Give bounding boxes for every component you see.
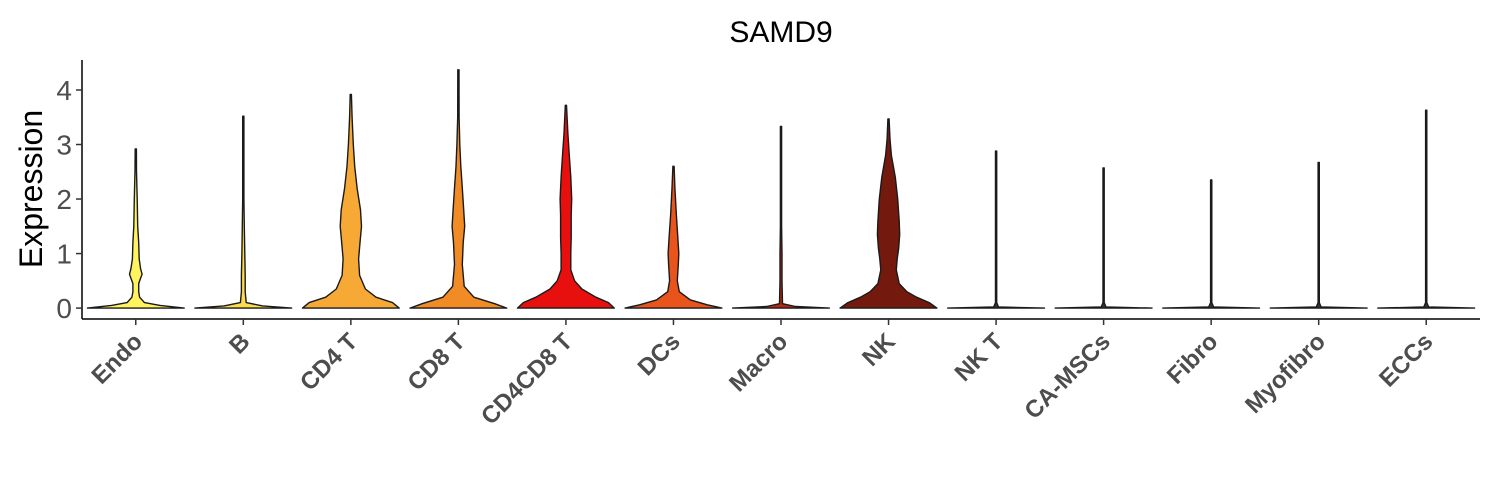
violin-b — [194, 115, 293, 309]
x-tick-label: CD8 T — [403, 328, 471, 396]
x-tick-label: CA-MSCs — [1019, 328, 1115, 424]
violin-fibro — [1162, 179, 1261, 309]
y-axis-label: Expression — [13, 110, 49, 268]
x-ticks: Endo B CD4 T CD8 T CD4CD8 T DCs Macro NK NK T CA-… — [86, 319, 1438, 430]
violin-nk-t — [947, 150, 1046, 309]
y-tick-label: 0 — [56, 293, 72, 324]
y-ticks: 0 1 2 3 4 — [56, 75, 82, 324]
x-tick-label: ECCs — [1374, 328, 1438, 392]
violin-myofibro — [1269, 161, 1368, 309]
x-tick-label: NK — [857, 328, 901, 372]
x-tick-label: Myofibro — [1240, 328, 1331, 419]
y-tick-label: 1 — [56, 239, 72, 270]
violin-cd4-t — [301, 93, 400, 309]
violin-eccs — [1377, 109, 1476, 309]
violin-endo — [86, 148, 185, 309]
violin-nk — [839, 118, 938, 309]
x-tick-label: NK T — [950, 328, 1009, 387]
violin-group — [86, 69, 1476, 309]
x-tick-label: Fibro — [1162, 328, 1224, 390]
violin-macro — [731, 125, 831, 309]
x-tick-label: CD4 T — [295, 328, 363, 396]
violin-cd4cd8-t — [516, 104, 615, 309]
violin-dcs — [624, 165, 723, 309]
x-tick-label: Endo — [86, 328, 148, 390]
violin-ca-mscs — [1054, 167, 1153, 309]
violin-cd8-t — [409, 69, 508, 309]
y-tick-label: 3 — [56, 130, 72, 161]
y-tick-label: 2 — [56, 184, 72, 215]
x-tick-label: B — [224, 328, 255, 359]
chart-title: SAMD9 — [729, 16, 832, 49]
y-tick-label: 4 — [56, 75, 72, 106]
x-tick-label: DCs — [633, 328, 686, 381]
x-tick-label: CD4CD8 T — [476, 328, 578, 430]
x-tick-label: Macro — [724, 328, 793, 397]
